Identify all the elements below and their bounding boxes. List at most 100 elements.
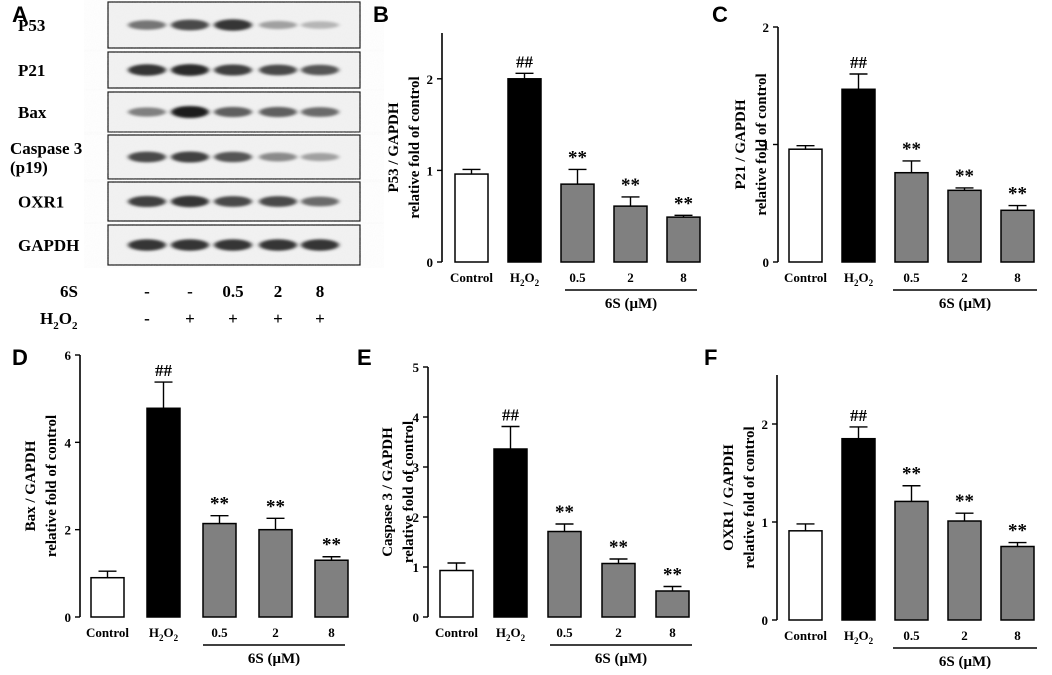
significance-mark: ** <box>674 193 693 214</box>
label-part: 2 <box>53 320 59 332</box>
panel-letter: B <box>373 2 389 27</box>
x-tick-label: Control <box>435 625 478 640</box>
bar <box>613 205 648 263</box>
y-axis-label: OXR1 / GAPDH <box>721 444 737 551</box>
bar <box>493 448 528 618</box>
blot-band <box>259 196 297 207</box>
y-tick-label: 0 <box>763 255 770 270</box>
blot-band <box>301 21 339 29</box>
y-tick-label: 2 <box>427 72 434 87</box>
significance-mark: ## <box>516 52 534 71</box>
treatment-label: 6S <box>60 282 78 301</box>
label-part: 2 <box>72 320 78 332</box>
blot-band <box>214 151 252 163</box>
significance-mark: ** <box>663 565 682 586</box>
significance-mark: ** <box>902 464 921 485</box>
blot-band <box>214 106 252 118</box>
treatment-value: + <box>185 309 195 328</box>
blot-band <box>171 239 209 251</box>
blot-band <box>171 19 209 31</box>
x-tick-label: 2 <box>961 270 968 285</box>
bar <box>258 528 293 618</box>
blot-row: Bax <box>18 91 361 133</box>
y-axis-label: relative fold of control <box>754 73 770 215</box>
blot-row: OXR1 <box>18 181 361 222</box>
chart-panel-f: F 0 1 2 OXR1 / GAPDH relative fold of control… <box>704 345 1037 670</box>
bar <box>655 590 690 618</box>
y-tick-label: 4 <box>413 410 420 425</box>
blot-label: P21 <box>18 61 45 80</box>
label-part: 2 <box>869 278 874 288</box>
bar <box>894 171 929 263</box>
blot-row: P21 <box>18 51 361 89</box>
label-part: H <box>844 628 854 643</box>
group-label: 6S (μM) <box>248 651 300 667</box>
blot-band <box>259 239 297 251</box>
x-tick-label: 0.5 <box>556 625 573 640</box>
y-tick-label: 0 <box>65 610 72 625</box>
y-axis-label: relative fold of control <box>44 415 60 557</box>
x-tick-label: 8 <box>1014 628 1021 643</box>
treatment-value: 2 <box>274 282 283 301</box>
x-tick-label: Control <box>450 270 493 285</box>
group-label: 6S (μM) <box>605 296 657 312</box>
chart-panel-e: E 0 1 2 3 4 5 Caspase 3 / GAPDH relative fold of… <box>357 345 692 667</box>
label-part: 2 <box>535 278 540 288</box>
blot-band <box>259 106 297 118</box>
significance-mark: ** <box>555 502 574 523</box>
bar <box>547 530 582 618</box>
label-part: 2 <box>869 636 874 646</box>
x-tick-label: 8 <box>1014 270 1021 285</box>
bar <box>841 437 876 621</box>
label-part: H <box>40 309 53 328</box>
label-part: O <box>859 628 869 643</box>
bar <box>507 78 542 263</box>
x-tick-label: 2 <box>615 625 622 640</box>
blot-row: GAPDH <box>18 224 361 266</box>
treatment-value: + <box>228 309 238 328</box>
group-label: 6S (μM) <box>595 651 647 667</box>
bar <box>439 569 474 618</box>
blot-label: (p19) <box>10 158 48 177</box>
label-part: H <box>496 625 506 640</box>
chart-panel-c: C 0 1 2 P21 / GAPDH relative fold of control C… <box>712 2 1037 312</box>
blot-band <box>128 195 166 208</box>
bar <box>314 559 349 618</box>
blot-band <box>214 64 252 76</box>
blot-label: Bax <box>18 103 47 122</box>
panel-letter: E <box>357 345 372 370</box>
blot-band <box>128 107 166 117</box>
blot-band <box>128 20 166 30</box>
x-tick-label: H2O2 <box>844 270 874 288</box>
label-part: 2 <box>506 633 511 643</box>
blot-band <box>214 239 252 251</box>
y-axis-label: P53 / GAPDH <box>386 102 402 192</box>
treatment-value: 8 <box>316 282 325 301</box>
bar <box>788 148 823 263</box>
significance-mark: ** <box>322 535 341 556</box>
treatment-value: 0.5 <box>222 282 243 301</box>
bar <box>1000 209 1035 263</box>
x-tick-label: 8 <box>680 270 687 285</box>
y-axis-label: Caspase 3 / GAPDH <box>380 427 396 557</box>
bar <box>454 173 489 263</box>
blot-row: Caspase 3(p19) <box>10 134 361 180</box>
panel-letter: A <box>12 2 28 27</box>
x-tick-label: Control <box>784 270 827 285</box>
panel-letter: F <box>704 345 717 370</box>
blot-band <box>301 152 339 162</box>
significance-mark: ** <box>955 491 974 512</box>
bar <box>666 216 701 263</box>
x-tick-label: H2O2 <box>510 270 540 288</box>
label-part: O <box>525 270 535 285</box>
significance-mark: ** <box>1008 521 1027 542</box>
blot-label: OXR1 <box>18 193 64 212</box>
label-part: 2 <box>159 633 164 643</box>
label-part: 2 <box>854 636 859 646</box>
treatment-value: - <box>144 309 150 328</box>
blot-label: Caspase 3 <box>10 139 82 158</box>
significance-mark: ## <box>502 406 520 425</box>
group-label: 6S (μM) <box>939 654 991 670</box>
label-part: 2 <box>521 633 526 643</box>
